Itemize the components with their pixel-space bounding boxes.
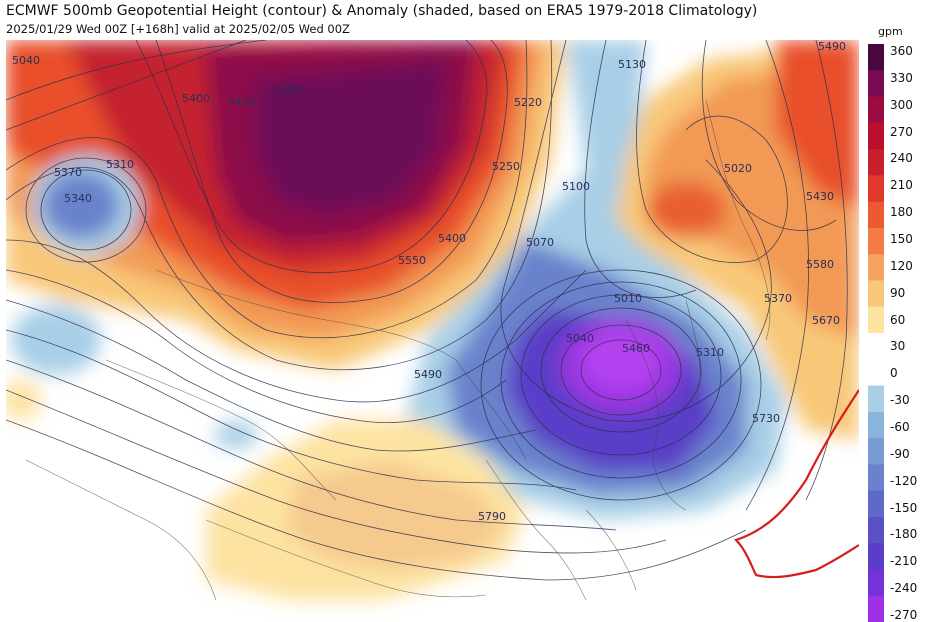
map-subtitle: 2025/01/29 Wed 00Z [+168h] valid at 2025… xyxy=(6,22,350,36)
country-borders xyxy=(25,99,771,601)
colorbar-tick-label: -90 xyxy=(890,446,910,461)
contour-label: 5040 xyxy=(12,54,40,67)
height-contours xyxy=(6,40,848,581)
colorbar-tick-label: 30 xyxy=(890,339,906,354)
colorbar-tick-label: -270 xyxy=(890,608,918,622)
colorbar-swatch xyxy=(868,44,884,71)
colorbar-tick-label: 330 xyxy=(890,70,913,85)
colorbar-swatch xyxy=(868,149,884,176)
colorbar xyxy=(868,44,884,622)
colorbar-swatch xyxy=(868,490,884,518)
colorbar-tick-label: 270 xyxy=(890,124,913,139)
colorbar-swatch xyxy=(868,201,884,229)
contour-label: 5490 xyxy=(414,368,442,381)
colorbar-swatch xyxy=(868,175,884,203)
colorbar-swatch xyxy=(868,333,884,360)
contour-label: 5370 xyxy=(764,292,792,305)
colorbar-tick-label: -30 xyxy=(890,393,910,408)
contour-labels: 5040 5310 5370 5340 5400 5430 5460 5220 … xyxy=(12,40,846,523)
contour-label: 5460 xyxy=(622,342,650,355)
colorbar-swatch xyxy=(868,543,884,570)
colorbar-tick-label: 210 xyxy=(890,178,913,193)
contour-label: 5010 xyxy=(614,292,642,305)
colorbar-swatch xyxy=(868,227,884,255)
anomaly-shading xyxy=(6,40,859,600)
colorbar-swatch xyxy=(868,438,884,465)
colorbar-swatch xyxy=(868,254,884,281)
colorbar-tick-label: -240 xyxy=(890,581,918,596)
contour-label: 5020 xyxy=(724,162,752,175)
colorbar-swatch xyxy=(868,96,884,124)
contour-label: 5490 xyxy=(818,40,846,53)
colorbar-tick-label: -210 xyxy=(890,554,918,569)
colorbar-swatch xyxy=(868,306,884,334)
colorbar-tick-label: -120 xyxy=(890,473,918,488)
colorbar-tick-label: -150 xyxy=(890,500,918,515)
colorbar-tick-label: 240 xyxy=(890,151,913,166)
colorbar-tick-label: -60 xyxy=(890,420,910,434)
contour-label: 5130 xyxy=(618,58,646,71)
map-title: ECMWF 500mb Geopotential Height (contour… xyxy=(6,3,758,19)
colorbar-swatch xyxy=(868,70,884,98)
contour-label: 5370 xyxy=(54,166,82,179)
colorbar-swatch xyxy=(868,385,884,413)
contour-label: 5340 xyxy=(64,192,92,205)
contour-label: 5310 xyxy=(696,346,724,359)
colorbar-tick-label: 150 xyxy=(890,232,913,246)
contour-label: 5250 xyxy=(492,160,520,173)
colorbar-tick-label: 0 xyxy=(890,366,898,381)
contour-label: 5430 xyxy=(228,96,256,109)
colorbar-swatch xyxy=(868,464,884,492)
contour-label: 5550 xyxy=(398,254,426,267)
colorbar-swatch xyxy=(868,359,884,387)
colorbar-tick-label: 90 xyxy=(890,285,906,300)
contour-label: 5310 xyxy=(106,158,134,171)
colorbar-swatch xyxy=(868,411,884,439)
red-outline xyxy=(733,389,859,579)
contour-label: 5430 xyxy=(806,190,834,203)
colorbar-unit: gpm xyxy=(878,25,903,38)
contour-label: 5400 xyxy=(438,232,466,245)
colorbar-tick-label: 300 xyxy=(890,97,913,112)
colorbar-tick-label: 60 xyxy=(890,312,906,327)
contour-label: 5730 xyxy=(752,412,780,425)
anomaly-map: 5040 5310 5370 5340 5400 5430 5460 5220 … xyxy=(6,40,859,622)
colorbar-swatch xyxy=(868,122,884,150)
colorbar-swatch xyxy=(868,280,884,308)
contour-label: 5100 xyxy=(562,180,590,193)
colorbar-swatch xyxy=(868,569,884,597)
contour-label: 5670 xyxy=(812,314,840,327)
contour-label: 5790 xyxy=(478,510,506,523)
colorbar-swatch xyxy=(868,516,884,544)
contour-label: 5070 xyxy=(526,236,554,249)
contour-label: 5460 xyxy=(274,84,302,97)
colorbar-tick-label: 120 xyxy=(890,258,913,273)
colorbar-tick-label: -180 xyxy=(890,527,918,542)
colorbar-tick-label: 180 xyxy=(890,205,913,220)
colorbar-swatch xyxy=(868,595,884,622)
contour-label: 5400 xyxy=(182,92,210,105)
contour-label: 5220 xyxy=(514,96,542,109)
colorbar-tick-label: 360 xyxy=(890,44,913,58)
contour-label: 5040 xyxy=(566,332,594,345)
contour-label: 5580 xyxy=(806,258,834,271)
